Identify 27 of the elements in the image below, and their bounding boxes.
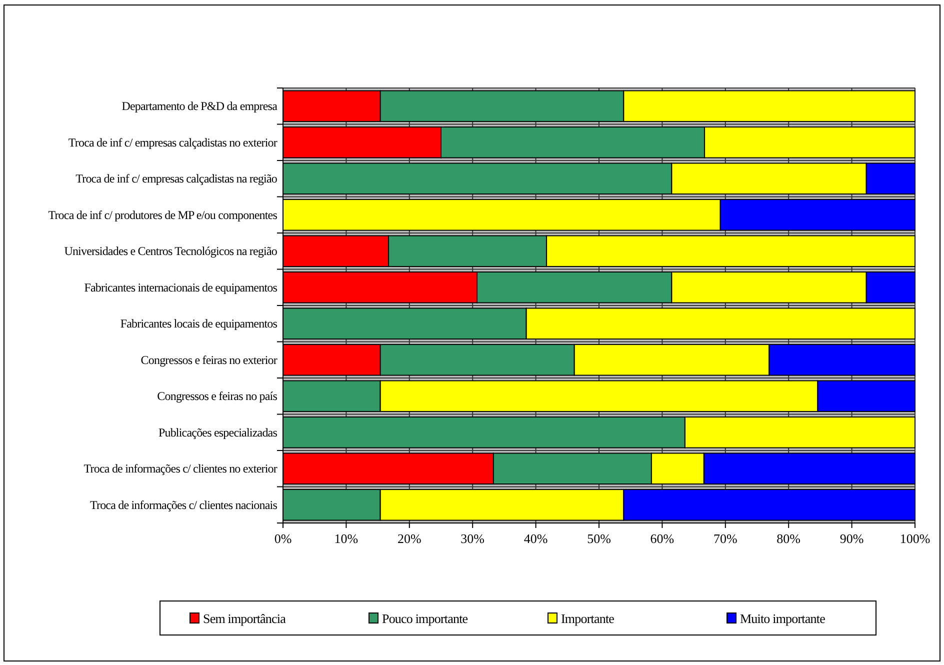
y-tick-label: Congressos e feiras no país bbox=[157, 389, 278, 404]
x-tick-label: 60% bbox=[650, 531, 674, 546]
y-tick-label: Publicações especializadas bbox=[158, 425, 278, 440]
y-tick-label: Troca de inf c/ empresas calçadistas no exterior bbox=[68, 135, 278, 150]
x-tick-label: 0% bbox=[274, 531, 292, 546]
x-tick-label: 50% bbox=[587, 531, 612, 546]
y-tick-label: Departamento de P&D da empresa bbox=[122, 99, 278, 114]
y-tick-label: Troca de informações c/ clientes nacionais bbox=[90, 498, 278, 512]
legend-label: Importante bbox=[561, 611, 615, 626]
legend-label: Muito importante bbox=[740, 611, 826, 626]
y-tick-label: Troca de informações c/ clientes no exterior bbox=[84, 462, 278, 476]
legend-label: Pouco importante bbox=[382, 611, 468, 626]
x-tick-label: 10% bbox=[334, 531, 358, 546]
x-tick-label: 70% bbox=[713, 531, 738, 546]
x-tick-label: 100% bbox=[900, 531, 930, 546]
y-tick-label: Troca de inf c/ produtores de MP e/ou componentes bbox=[48, 208, 278, 222]
x-tick-label: 90% bbox=[840, 531, 864, 546]
x-tick-label: 30% bbox=[460, 531, 485, 546]
y-tick-label: Troca de inf c/ empresas calçadistas na região bbox=[76, 172, 278, 186]
y-tick-label: Universidades e Centros Tecnológicos na região bbox=[64, 244, 278, 258]
y-tick-label: Fabricantes locais de equipamentos bbox=[120, 316, 278, 331]
x-tick-label: 80% bbox=[776, 531, 801, 546]
legend-label: Sem importância bbox=[203, 611, 286, 626]
x-tick-label: 20% bbox=[397, 531, 422, 546]
y-tick-label: Fabricantes internacionais de equipamentos bbox=[84, 280, 278, 294]
x-tick-label: 40% bbox=[524, 531, 548, 546]
y-tick-label: Congressos e feiras no exterior bbox=[140, 352, 278, 367]
